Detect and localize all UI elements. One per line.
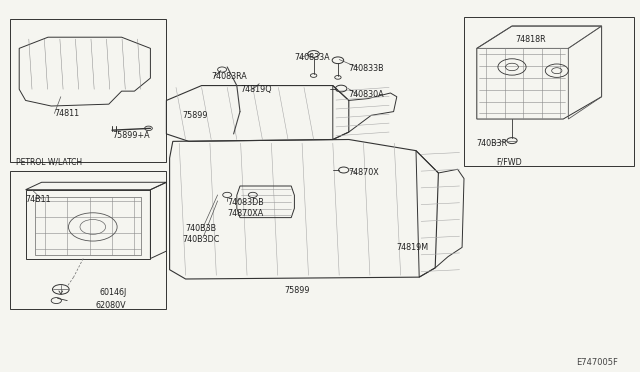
Text: 74819Q: 74819Q [240,85,271,94]
Text: 74818R: 74818R [515,35,546,44]
Text: 740B3B: 740B3B [186,224,217,233]
Text: 740833A: 740833A [294,53,330,62]
Text: 75899: 75899 [285,286,310,295]
Text: 74811: 74811 [54,109,79,118]
Text: 60146J: 60146J [99,288,127,296]
Text: E747005F: E747005F [576,358,618,367]
Text: 74819M: 74819M [397,243,429,252]
Text: 740830A: 740830A [349,90,385,99]
Text: 740B3DC: 740B3DC [182,235,220,244]
Text: 75899+A: 75899+A [112,131,150,140]
Text: 74B11: 74B11 [26,195,51,203]
Text: F/FWD: F/FWD [496,157,522,166]
Text: 74870XA: 74870XA [227,209,264,218]
Text: 62080V: 62080V [96,301,127,310]
Bar [464,17,634,166]
Text: 74870X: 74870X [349,169,380,177]
Text: 75899: 75899 [182,111,208,120]
Text: 74083RA: 74083RA [211,72,247,81]
Bar [10,19,166,162]
Text: 740833B: 740833B [349,64,385,73]
Text: 74083DB: 74083DB [227,198,264,207]
Text: PETROL W/LATCH: PETROL W/LATCH [16,157,82,166]
Bar [10,171,166,309]
Text: 740B3R: 740B3R [477,139,508,148]
